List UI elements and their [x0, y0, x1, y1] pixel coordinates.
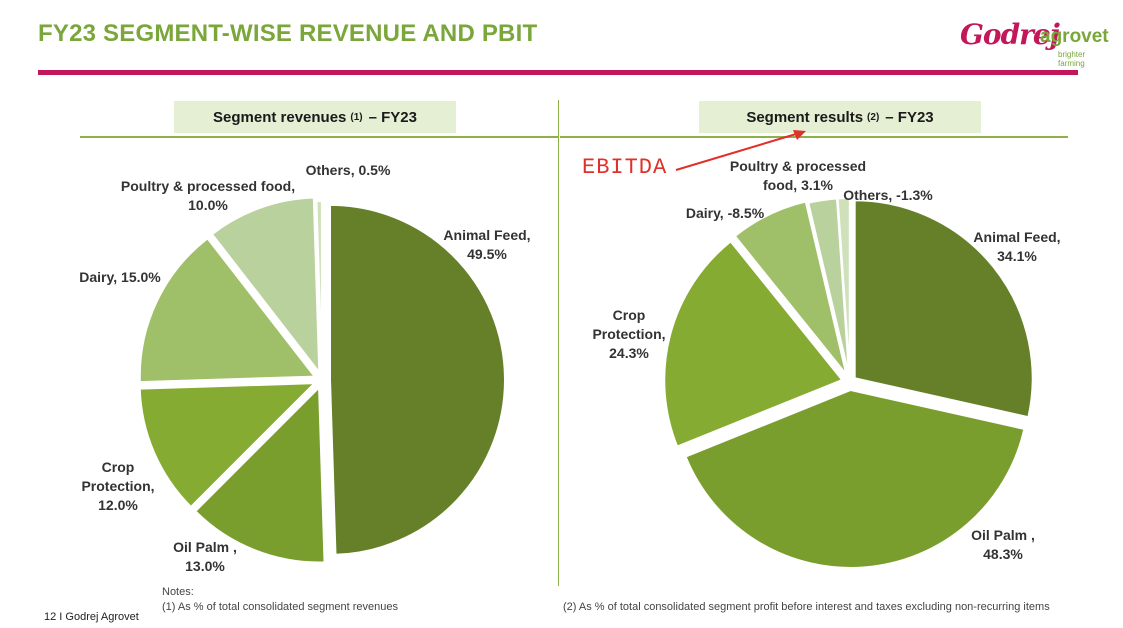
results-label-animal-feed-line-1: Animal Feed, — [973, 229, 1060, 245]
revenue-label-animal-feed: Animal Feed, 49.5% — [443, 227, 530, 262]
revenue-slice-poultry — [210, 196, 321, 376]
note-right: (2) As % of total consolidated segment p… — [563, 601, 1050, 613]
results-label-crop-protection-line-3: 24.3% — [609, 345, 649, 361]
revenue-slice-oil-palm — [193, 385, 326, 564]
revenue-label-poultry-line-1: Poultry & processed food, — [121, 178, 295, 194]
left-chart-title-sup: (1) — [350, 111, 363, 123]
revenue-label-crop-protection-line-2: Protection, — [81, 478, 154, 494]
results-slice-animal-feed — [853, 199, 1034, 419]
results-label-crop-protection-line-2: Protection, — [592, 326, 665, 342]
results-slice-crop-protection — [663, 239, 844, 448]
page-title: FY23 SEGMENT-WISE REVENUE AND PBIT — [38, 20, 538, 47]
results-label-oil-palm-line-2: 48.3% — [983, 546, 1023, 562]
ebitda-annotation: EBITDA — [582, 155, 668, 180]
logo-brand: Godrej — [960, 18, 1060, 51]
revenue-label-poultry: Poultry & processed food, 10.0% — [121, 178, 295, 213]
results-label-oil-palm-line-1: Oil Palm , — [971, 527, 1035, 543]
results-label-poultry: Poultry & processed food, 3.1% — [730, 158, 866, 193]
revenue-label-others: Others, 0.5% — [306, 162, 391, 178]
revenue-pie — [138, 196, 506, 564]
results-label-poultry-line-1: Poultry & processed — [730, 158, 866, 174]
right-header-line — [560, 136, 1068, 138]
revenue-slice-crop-protection — [138, 382, 318, 509]
page-number: 12 I Godrej Agrovet — [44, 611, 139, 623]
company-logo: Godrej agrovet brighter farming — [960, 18, 1110, 68]
left-header-line — [80, 136, 558, 138]
note-left: (1) As % of total consolidated segment r… — [162, 601, 399, 613]
right-chart-title-text: Segment results — [746, 108, 864, 126]
title-divider — [38, 70, 1078, 75]
revenue-label-crop-protection-line-3: 12.0% — [98, 497, 138, 513]
right-chart-title: Segment results (2) – FY23 — [699, 101, 981, 133]
revenue-slice-others — [315, 199, 323, 377]
revenue-slice-animal-feed — [328, 203, 506, 556]
right-chart-title-suffix: – FY23 — [885, 108, 934, 126]
center-divider — [558, 100, 559, 586]
logo-name: agrovet — [1040, 26, 1109, 47]
left-chart-title: Segment revenues (1) – FY23 — [174, 101, 456, 133]
logo-tagline: brighter farming — [1058, 50, 1086, 68]
results-label-oil-palm: Oil Palm , 48.3% — [971, 527, 1035, 562]
left-chart-title-text: Segment revenues — [213, 108, 347, 126]
notes-heading: Notes: — [162, 586, 194, 598]
revenue-label-others-line-1: Others, 0.5% — [306, 162, 391, 178]
results-label-crop-protection-line-1: Crop — [613, 307, 646, 323]
left-chart-title-suffix: – FY23 — [368, 108, 417, 126]
results-slice-dairy — [733, 200, 848, 376]
results-label-others-line-1: Others, -1.3% — [843, 187, 933, 203]
slice-labels: Animal Feed, 49.5% Oil Palm , 13.0% Crop Prot… — [79, 158, 1060, 574]
results-pie — [663, 197, 1034, 569]
revenue-label-animal-feed-line-2: 49.5% — [467, 246, 507, 262]
revenue-label-oil-palm-line-2: 13.0% — [185, 558, 225, 574]
revenue-label-oil-palm: Oil Palm , 13.0% — [173, 539, 237, 574]
revenue-label-animal-feed-line-1: Animal Feed, — [443, 227, 530, 243]
results-label-animal-feed: Animal Feed, 34.1% — [973, 229, 1060, 264]
revenue-label-crop-protection: Crop Protection, 12.0% — [81, 459, 154, 513]
results-label-poultry-line-2: food, 3.1% — [763, 177, 834, 193]
revenue-label-poultry-line-2: 10.0% — [188, 197, 228, 213]
results-slice-oil-palm — [684, 388, 1026, 569]
results-label-animal-feed-line-2: 34.1% — [997, 248, 1037, 264]
results-label-dairy-line-1: Dairy, -8.5% — [686, 205, 765, 221]
results-label-others: Others, -1.3% — [843, 187, 933, 203]
revenue-label-crop-protection-line-1: Crop — [102, 459, 135, 475]
ebitda-arrowhead — [793, 130, 806, 140]
right-chart-title-sup: (2) — [867, 111, 880, 123]
revenue-label-oil-palm-line-1: Oil Palm , — [173, 539, 237, 555]
revenue-label-dairy: Dairy, 15.0% — [79, 269, 161, 285]
revenue-slice-dairy — [138, 236, 317, 384]
results-label-crop-protection: Crop Protection, 24.3% — [592, 307, 665, 361]
results-slice-others — [836, 197, 851, 377]
ebitda-arrow — [675, 133, 797, 171]
results-label-dairy: Dairy, -8.5% — [686, 205, 765, 221]
revenue-label-dairy-line-1: Dairy, 15.0% — [79, 269, 161, 285]
